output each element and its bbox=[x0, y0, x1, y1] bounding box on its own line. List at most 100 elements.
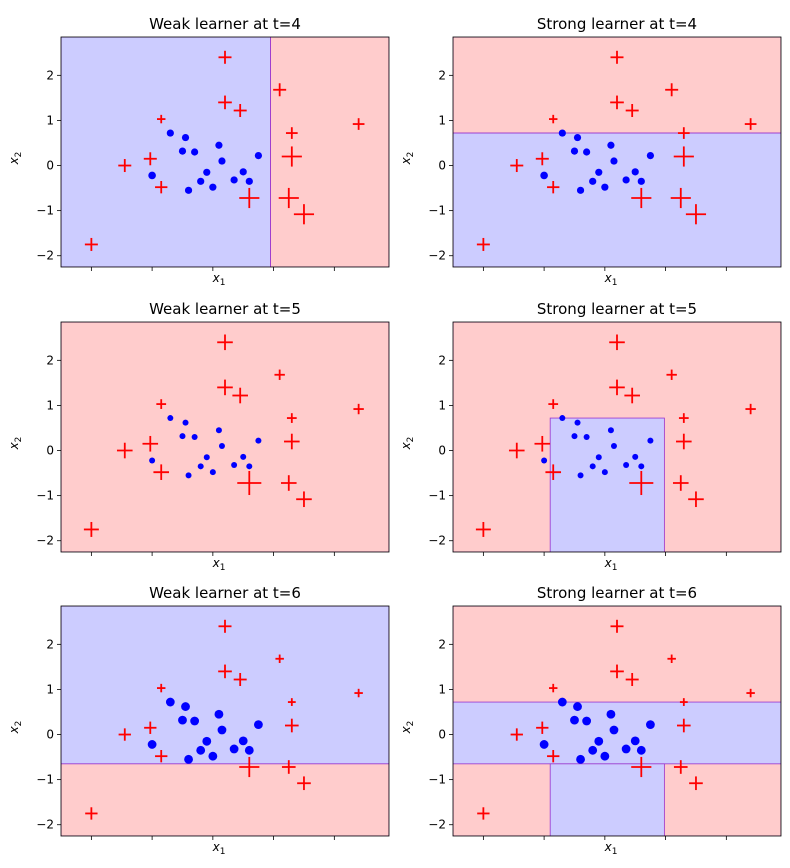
positive-point bbox=[155, 181, 168, 194]
negative-point bbox=[595, 454, 602, 461]
positive-point bbox=[624, 387, 640, 404]
positive-point bbox=[631, 187, 652, 209]
negative-point bbox=[558, 129, 566, 137]
subplot-6: −2 −1 0 1 2 Strong learner at t=6 x1 x2 bbox=[399, 584, 782, 857]
negative-point bbox=[246, 463, 253, 470]
y-tick-label: 1 bbox=[438, 113, 446, 127]
y-tick-label: −2 bbox=[36, 818, 54, 832]
negative-point bbox=[148, 171, 156, 180]
negative-point bbox=[601, 469, 608, 476]
positive-point bbox=[685, 204, 707, 225]
y-tick-label: 0 bbox=[46, 728, 54, 742]
negative-point bbox=[196, 745, 206, 755]
negative-point bbox=[254, 152, 263, 160]
negative-point bbox=[636, 745, 646, 755]
negative-point bbox=[576, 186, 585, 194]
negative-point bbox=[541, 457, 548, 464]
y-axis-label: x2 bbox=[7, 152, 24, 166]
negative-point bbox=[631, 168, 639, 176]
y-tick-label: 1 bbox=[46, 682, 54, 696]
y-tick-label: 2 bbox=[438, 637, 446, 651]
negative-point bbox=[203, 454, 210, 461]
x-axis-label: x1 bbox=[212, 840, 226, 857]
negative-point bbox=[203, 168, 211, 176]
positive-point bbox=[143, 152, 157, 166]
y-tick-label: −1 bbox=[428, 489, 446, 503]
negative-point bbox=[574, 419, 581, 426]
positive-point bbox=[610, 619, 624, 633]
positive-point bbox=[286, 413, 297, 423]
negative-point bbox=[623, 461, 630, 468]
positive-point bbox=[609, 334, 625, 351]
axes-frame bbox=[60, 36, 390, 268]
negative-point bbox=[197, 463, 204, 470]
positive-point bbox=[547, 181, 560, 194]
negative-point bbox=[166, 129, 174, 137]
x-axis-label: x1 bbox=[212, 271, 226, 288]
negative-point bbox=[583, 148, 591, 156]
negative-point bbox=[582, 716, 592, 726]
negative-point bbox=[255, 437, 262, 444]
positive-point bbox=[280, 475, 297, 491]
negative-point bbox=[595, 168, 603, 176]
positive-point bbox=[116, 442, 133, 459]
positive-point bbox=[273, 83, 287, 97]
positive-point bbox=[156, 683, 166, 693]
negative-point bbox=[190, 716, 200, 726]
positive-point bbox=[237, 470, 262, 496]
y-axis-label: x2 bbox=[399, 721, 416, 735]
decision-region-positive bbox=[61, 322, 389, 552]
positive-point bbox=[610, 664, 624, 679]
positive-point bbox=[665, 83, 679, 97]
negative-point bbox=[214, 709, 224, 719]
chart-title: Strong learner at t=4 bbox=[537, 15, 697, 33]
positive-point bbox=[218, 664, 232, 679]
subplot-3: −2 −1 0 1 2 Weak learner at t=5 x1 x2 bbox=[7, 300, 390, 573]
chart-title: Strong learner at t=6 bbox=[537, 584, 697, 602]
negative-point bbox=[182, 419, 189, 426]
positive-point bbox=[746, 688, 755, 698]
negative-point bbox=[637, 177, 645, 185]
positive-point bbox=[142, 435, 159, 452]
y-tick-label: 1 bbox=[438, 398, 446, 412]
positive-point bbox=[609, 379, 625, 396]
plot-area bbox=[61, 37, 389, 267]
positive-point bbox=[153, 464, 170, 480]
y-tick-label: −1 bbox=[428, 204, 446, 218]
negative-point bbox=[607, 427, 614, 434]
y-tick-label: 2 bbox=[46, 637, 54, 651]
positive-point bbox=[610, 50, 624, 64]
axes-frame bbox=[60, 321, 390, 553]
positive-point bbox=[545, 464, 562, 480]
plot-area bbox=[453, 37, 781, 267]
negative-point bbox=[208, 751, 218, 761]
positive-point bbox=[284, 718, 299, 733]
negative-point bbox=[230, 176, 238, 184]
negative-point bbox=[577, 472, 584, 479]
negative-point bbox=[215, 427, 222, 434]
subplot-2: −2 −1 0 1 2 Strong learner at t=4 x1 x2 bbox=[399, 15, 782, 288]
positive-point bbox=[287, 698, 296, 706]
negative-point bbox=[559, 415, 566, 422]
negative-point bbox=[149, 457, 156, 464]
subplot-5: −2 −1 0 1 2 Weak learner at t=6 x1 x2 bbox=[7, 584, 390, 857]
negative-point bbox=[231, 461, 238, 468]
negative-point bbox=[589, 177, 597, 185]
negative-point bbox=[184, 186, 193, 194]
y-tick-label: 2 bbox=[438, 353, 446, 367]
positive-point bbox=[673, 760, 688, 774]
positive-point bbox=[144, 721, 157, 734]
positive-point bbox=[676, 433, 692, 450]
y-axis-label: x2 bbox=[7, 721, 24, 735]
x-axis-label: x1 bbox=[604, 840, 618, 857]
negative-point bbox=[557, 697, 567, 707]
positive-point bbox=[629, 470, 654, 496]
negative-point bbox=[254, 720, 263, 730]
positive-point bbox=[118, 159, 132, 173]
positive-point bbox=[275, 654, 284, 663]
y-tick-label: 2 bbox=[46, 353, 54, 367]
positive-point bbox=[156, 399, 167, 409]
y-tick-label: 1 bbox=[46, 113, 54, 127]
plot-area bbox=[61, 606, 389, 836]
